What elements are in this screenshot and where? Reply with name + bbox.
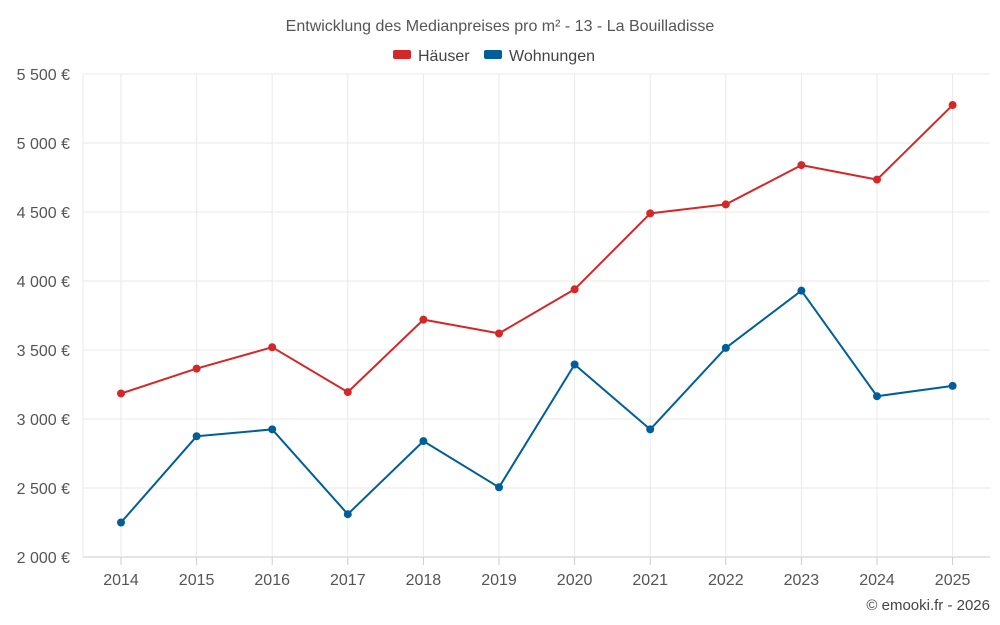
data-point-wohnungen[interactable] [343, 510, 352, 519]
data-point-haeuser[interactable] [948, 101, 957, 110]
x-tick-label: 2024 [859, 572, 895, 589]
y-tick-label: 3 000 € [17, 412, 70, 429]
chart-title: Entwicklung des Medianpreises pro m² - 1… [286, 18, 715, 35]
data-point-haeuser[interactable] [419, 315, 428, 324]
x-tick-label: 2018 [406, 572, 442, 589]
data-point-wohnungen[interactable] [797, 286, 806, 295]
legend-item-wohnungen[interactable]: Wohnungen [484, 48, 595, 65]
y-tick-label: 2 000 € [17, 550, 70, 567]
y-tick-label: 4 500 € [17, 205, 70, 222]
data-point-haeuser[interactable] [343, 388, 352, 397]
data-point-haeuser[interactable] [570, 285, 579, 294]
y-tick-label: 4 000 € [17, 274, 70, 291]
y-tick-label: 5 500 € [17, 67, 70, 84]
data-point-wohnungen[interactable] [570, 360, 579, 369]
legend-label-wohnungen: Wohnungen [509, 48, 595, 65]
legend-swatch-wohnungen [484, 50, 502, 59]
data-point-haeuser[interactable] [646, 209, 655, 218]
x-tick-label: 2021 [632, 572, 668, 589]
data-point-wohnungen[interactable] [495, 483, 503, 492]
x-tick-label: 2014 [103, 572, 139, 589]
series-wohnungen [117, 286, 957, 527]
y-tick-label: 2 500 € [17, 481, 70, 498]
y-axis: 2 000 € 2 500 € 3 000 € 3 500 € 4 000 € 4 500… [17, 67, 70, 567]
series-layer [117, 101, 957, 527]
data-point-wohnungen[interactable] [721, 343, 730, 352]
data-point-haeuser[interactable] [117, 389, 125, 398]
x-tick-label: 2023 [784, 572, 820, 589]
data-point-wohnungen[interactable] [117, 518, 125, 527]
legend: Häuser Wohnungen [393, 48, 595, 65]
grid [82, 73, 990, 558]
y-tick-label: 3 500 € [17, 343, 70, 360]
x-tick-label: 2025 [935, 572, 971, 589]
credit-text: © emooki.fr - 2026 [866, 597, 990, 614]
legend-item-haeuser[interactable]: Häuser [393, 48, 470, 65]
data-point-wohnungen[interactable] [948, 381, 957, 390]
x-tick-label: 2019 [481, 572, 517, 589]
series-line-wohnungen [120, 289, 954, 524]
data-point-haeuser[interactable] [721, 200, 730, 209]
x-tick-label: 2016 [254, 572, 290, 589]
x-tick-label: 2022 [708, 572, 744, 589]
legend-swatch-haeuser [393, 50, 411, 59]
data-point-haeuser[interactable] [797, 161, 806, 170]
data-point-wohnungen[interactable] [873, 392, 881, 401]
data-point-wohnungen[interactable] [268, 425, 277, 434]
data-point-haeuser[interactable] [192, 364, 201, 373]
y-tick-label: 5 000 € [17, 136, 70, 153]
data-point-haeuser[interactable] [268, 343, 277, 352]
data-point-wohnungen[interactable] [192, 432, 201, 441]
series-line-haeuser [120, 104, 954, 395]
series-haeuser [117, 101, 957, 398]
x-tick-label: 2015 [179, 572, 215, 589]
data-point-wohnungen[interactable] [419, 437, 428, 446]
x-tick-label: 2017 [330, 572, 366, 589]
legend-label-haeuser: Häuser [418, 48, 470, 65]
data-point-haeuser[interactable] [873, 175, 881, 184]
data-point-haeuser[interactable] [495, 329, 503, 338]
data-point-wohnungen[interactable] [646, 425, 655, 434]
x-tick-label: 2020 [557, 572, 593, 589]
x-axis: 2014 2015 2016 2017 2018 2019 2020 2021 2022 2023… [103, 557, 970, 589]
